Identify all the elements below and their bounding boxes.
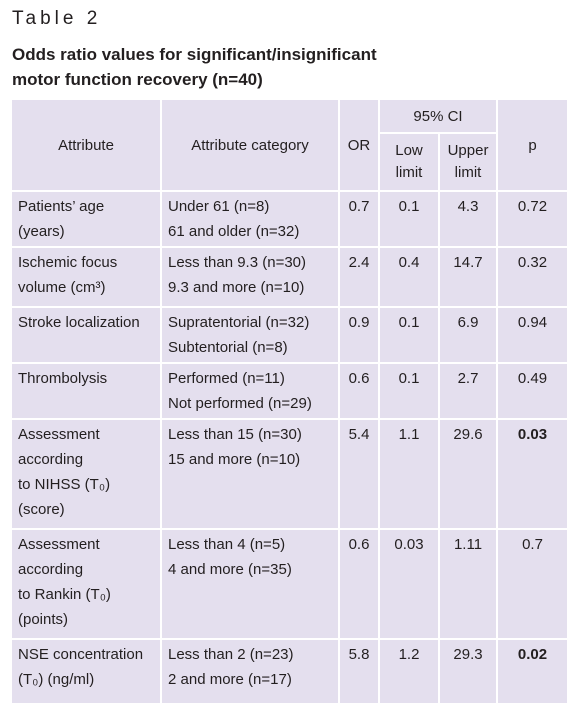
upper-cell: 2.7	[437, 362, 499, 420]
cell-line: (T₀) (ng/ml)	[18, 671, 95, 688]
cell-line: Assessment	[18, 536, 100, 553]
cell-line: 61 and older (n=32)	[168, 223, 300, 240]
attribute-cell: Ischemic focus volume (cm³)	[10, 246, 162, 308]
caption-line: motor function recovery (n=40)	[12, 70, 263, 89]
header-cell: Attribute category	[160, 98, 340, 192]
cell-line: to Rankin (T₀)	[18, 586, 111, 603]
cell-line: (score)	[18, 501, 65, 518]
p-cell: 0.49	[496, 362, 570, 420]
cell-line: 2 and more (n=17)	[168, 671, 292, 688]
cell-line: Subtentorial (n=8)	[168, 339, 288, 356]
or-cell: 0.7	[338, 190, 380, 248]
table-row: Patients’ age (years) Under 61 (n=8) 61 and…	[10, 190, 570, 248]
category-cell: Less than 9.3 (n=30) 9.3 and more (n=10)	[160, 246, 340, 308]
low-cell: 1.2	[378, 638, 440, 705]
or-cell: 5.4	[338, 418, 380, 530]
cell-line: Patients’ age	[18, 198, 105, 215]
or-cell: 0.6	[338, 362, 380, 420]
header-cell: Upper limit	[437, 132, 499, 192]
category-cell: Performed (n=11) Not performed (n=29)	[160, 362, 340, 420]
header-line: limit	[395, 164, 423, 181]
cell-line: Ischemic focus	[18, 254, 118, 271]
low-cell: 0.1	[378, 362, 440, 420]
upper-cell: 29.3	[437, 638, 499, 705]
upper-cell: 1.11	[437, 528, 499, 640]
cell-line: Stroke localization	[18, 314, 140, 331]
cell-line: Less than 9.3 (n=30)	[168, 254, 307, 271]
cell-line: Supratentorial (n=32)	[168, 314, 310, 331]
cell-line: Performed (n=11)	[168, 370, 285, 387]
cell-line: according	[18, 561, 84, 578]
cell-line: NSE concentration	[18, 646, 144, 663]
category-cell: Less than 4 (n=5) 4 and more (n=35)	[160, 528, 340, 640]
attribute-cell: Assessment according to NIHSS (T₀) (score)	[10, 418, 162, 530]
category-cell: Less than 2 (n=23) 2 and more (n=17)	[160, 638, 340, 705]
table-label: Table 2	[12, 8, 102, 29]
table-caption: Odds ratio values for significant/insign…	[12, 42, 377, 92]
cell-line: (points)	[18, 611, 69, 628]
p-cell: 0.32	[496, 246, 570, 308]
category-cell: Supratentorial (n=32) Subtentorial (n=8)	[160, 306, 340, 364]
upper-cell: 14.7	[437, 246, 499, 308]
header-line: Low	[395, 142, 423, 159]
header-cell: p	[496, 98, 570, 192]
low-cell: 0.4	[378, 246, 440, 308]
table-row: Ischemic focus volume (cm³) Less than 9.3 …	[10, 246, 570, 308]
cell-line: Less than 2 (n=23)	[168, 646, 294, 663]
or-cell: 0.9	[338, 306, 380, 364]
category-cell: Less than 15 (n=30) 15 and more (n=10)	[160, 418, 340, 530]
attribute-cell: Stroke localization	[10, 306, 162, 364]
upper-cell: 6.9	[437, 306, 499, 364]
cell-line: Not performed (n=29)	[168, 395, 312, 412]
cell-line: volume (cm³)	[18, 279, 106, 296]
low-cell: 0.03	[378, 528, 440, 640]
upper-cell: 29.6	[437, 418, 499, 530]
or-cell: 2.4	[338, 246, 380, 308]
header-cell: 95% CI	[377, 98, 499, 134]
table: Attribute Attribute category OR 95% CI p…	[10, 98, 570, 705]
low-cell: 1.1	[378, 418, 440, 530]
cell-line: according	[18, 451, 84, 468]
cell-line: 15 and more (n=10)	[168, 451, 301, 468]
header-line: limit	[454, 164, 482, 181]
cell-line: Under 61 (n=8)	[168, 198, 270, 215]
p-cell: 0.94	[496, 306, 570, 364]
attribute-cell: NSE concentration (T₀) (ng/ml)	[10, 638, 162, 705]
table-row: Thrombolysis Performed (n=11) Not performe…	[10, 362, 570, 420]
or-cell: 5.8	[338, 638, 380, 705]
header-line: Upper	[447, 142, 489, 159]
header-cell: Attribute	[10, 98, 162, 192]
table-row: Assessment according to NIHSS (T₀) (score) L…	[10, 418, 570, 530]
cell-line: to NIHSS (T₀)	[18, 476, 111, 493]
cell-line: 9.3 and more (n=10)	[168, 279, 305, 296]
upper-cell: 4.3	[437, 190, 499, 248]
p-cell: 0.7	[496, 528, 570, 640]
caption-line: Odds ratio values for significant/insign…	[12, 45, 377, 64]
cell-line: 4 and more (n=35)	[168, 561, 292, 578]
or-cell: 0.6	[338, 528, 380, 640]
p-cell: 0.02	[496, 638, 570, 705]
low-cell: 0.1	[378, 306, 440, 364]
table-row: Stroke localization Supratentorial (n=32)…	[10, 306, 570, 364]
attribute-cell: Patients’ age (years)	[10, 190, 162, 248]
cell-line: Thrombolysis	[18, 370, 108, 387]
low-cell: 0.1	[378, 190, 440, 248]
header-cell: Low limit	[378, 132, 440, 192]
cell-line: Assessment	[18, 426, 100, 443]
cell-line: Less than 4 (n=5)	[168, 536, 286, 553]
table-body: Patients’ age (years) Under 61 (n=8) 61 and…	[10, 190, 570, 705]
attribute-cell: Thrombolysis	[10, 362, 162, 420]
p-cell: 0.72	[496, 190, 570, 248]
attribute-cell: Assessment according to Rankin (T₀) (points…	[10, 528, 162, 640]
cell-line: (years)	[18, 223, 65, 240]
table-row: NSE concentration (T₀) (ng/ml) Less than 2…	[10, 638, 570, 705]
header-cell: OR	[338, 98, 380, 192]
p-cell: 0.03	[496, 418, 570, 530]
cell-line: Less than 15 (n=30)	[168, 426, 302, 443]
category-cell: Under 61 (n=8) 61 and older (n=32)	[160, 190, 340, 248]
table-row: Assessment according to Rankin (T₀) (points…	[10, 528, 570, 640]
